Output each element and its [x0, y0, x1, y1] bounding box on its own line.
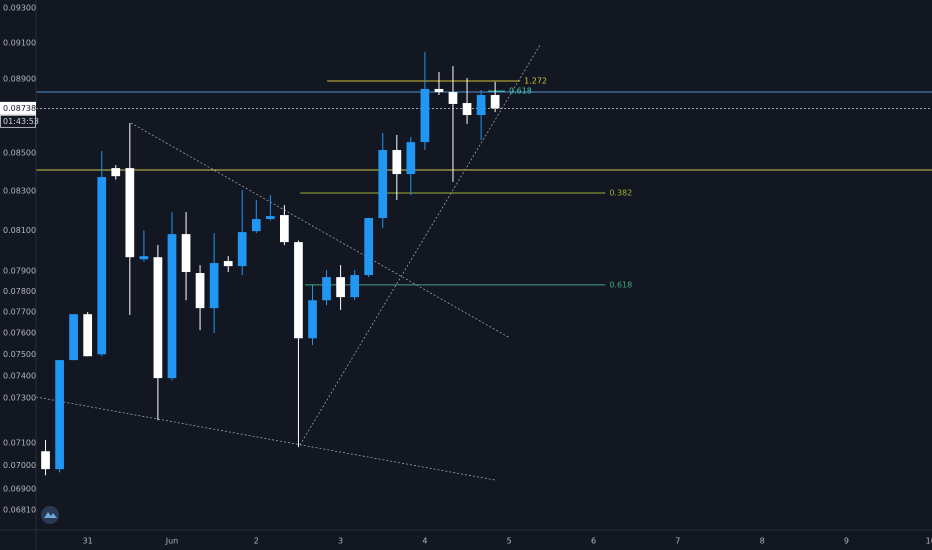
- candle-body: [462, 103, 472, 116]
- y-tick-label: 0.08900: [3, 74, 36, 83]
- y-tick-label: 0.06900: [3, 484, 36, 493]
- x-tick-label: 8: [760, 537, 765, 546]
- y-tick-label: 0.07500: [3, 350, 36, 359]
- candle-body: [448, 92, 458, 104]
- candle-body: [41, 451, 50, 470]
- x-tick-label: 9: [844, 537, 849, 546]
- y-tick-label: 0.07800: [3, 287, 36, 296]
- candle-body: [153, 257, 163, 379]
- candle-body: [195, 273, 205, 309]
- x-tick-label: 5: [507, 537, 512, 546]
- x-tick-label: 3: [338, 537, 343, 546]
- y-tick-label: 0.08300: [3, 187, 36, 196]
- x-tick-label: Jun: [165, 537, 179, 546]
- fib-label: 1.272: [524, 76, 547, 85]
- y-tick-label: 0.07900: [3, 266, 36, 275]
- candle-body: [251, 219, 261, 232]
- candle-body: [350, 275, 360, 298]
- plot-area: 1.272 0.618 0.382 0.618: [36, 44, 932, 481]
- candle-body: [280, 215, 289, 243]
- x-tick-label: 2: [254, 537, 259, 546]
- y-tick-label: 0.07300: [3, 394, 36, 403]
- countdown-box: [0, 114, 36, 128]
- y-tick-label: 0.07600: [3, 329, 36, 338]
- candle-body: [181, 234, 191, 273]
- x-tick-label: 7: [675, 537, 680, 546]
- trend-line: [299, 44, 541, 446]
- y-tick-label: 0.09300: [3, 3, 36, 12]
- candle-body: [223, 261, 233, 267]
- x-tick-label: 10: [926, 537, 932, 546]
- candle-body: [69, 314, 78, 361]
- countdown: 01:43:53: [3, 117, 39, 126]
- x-tick-label: 31: [83, 537, 93, 546]
- candle-body: [434, 88, 444, 93]
- candle-body: [406, 142, 416, 175]
- candle-body: [266, 216, 275, 220]
- y-tick-label: 0.07000: [3, 461, 36, 470]
- candle-body: [476, 94, 486, 116]
- fib-label: 0.618: [509, 87, 532, 96]
- candle-body: [378, 150, 388, 219]
- trend-line: [130, 122, 511, 339]
- trend-line: [36, 396, 496, 481]
- price-label-box: [0, 101, 36, 115]
- y-tick-label: 0.08100: [3, 226, 36, 235]
- candle-body: [111, 168, 121, 177]
- candle-body: [125, 168, 135, 258]
- candle-body: [83, 314, 93, 357]
- candle-body: [420, 88, 430, 143]
- y-tick-label: 0.06810: [3, 506, 36, 515]
- y-tick-label: 0.08500: [3, 148, 36, 157]
- y-tick-label: 0.07700: [3, 308, 36, 317]
- y-tick-label: 0.07100: [3, 438, 36, 447]
- logo: [41, 506, 59, 524]
- candle-body: [392, 150, 402, 175]
- candle-body: [97, 177, 107, 355]
- candle-body: [139, 256, 149, 260]
- x-tick-label: 4: [422, 537, 427, 546]
- candle-body: [322, 277, 331, 301]
- x-tick-label: 6: [591, 537, 596, 546]
- candle-body: [364, 218, 374, 276]
- fib-label: 0.618: [609, 280, 632, 289]
- candle-body: [55, 360, 64, 470]
- fib-label: 0.382: [609, 188, 632, 197]
- candle-body: [237, 232, 247, 267]
- y-tick-label: 0.07400: [3, 372, 36, 381]
- candle-body: [490, 94, 500, 109]
- candle-body: [209, 263, 219, 309]
- candle-body: [167, 234, 177, 379]
- candle-body: [294, 242, 303, 339]
- y-tick-label: 0.09100: [3, 38, 36, 47]
- candle-body: [308, 300, 317, 339]
- candle-body: [336, 277, 345, 298]
- price-label: 0.08738: [3, 104, 36, 113]
